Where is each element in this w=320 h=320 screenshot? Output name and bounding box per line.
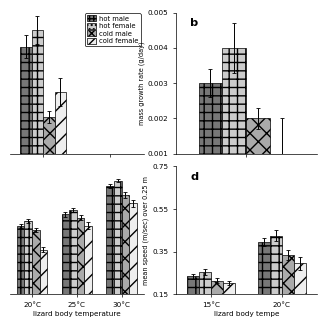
Bar (223, 283, 235, 294)
Bar (106, 186, 114, 294)
Bar (129, 203, 137, 294)
Bar (270, 236, 282, 294)
Bar (20, 47, 32, 154)
Bar (293, 263, 306, 294)
Bar (114, 181, 122, 294)
Bar (84, 226, 92, 294)
Text: b: b (190, 19, 198, 28)
Bar (246, 118, 270, 154)
Text: d: d (190, 172, 198, 181)
Bar (32, 230, 40, 294)
Legend: hot male, hot female, cold male, cold female: hot male, hot female, cold male, cold fe… (85, 13, 140, 46)
Bar (211, 281, 223, 294)
Bar (122, 195, 129, 294)
Bar (24, 221, 32, 294)
Bar (222, 48, 246, 154)
Bar (40, 250, 47, 294)
Y-axis label: mean speed (m/sec) over 0.25 m: mean speed (m/sec) over 0.25 m (143, 176, 149, 285)
Bar (61, 214, 69, 294)
Bar (32, 30, 43, 154)
Y-axis label: mass growth rate (g/day): mass growth rate (g/day) (138, 42, 145, 125)
Bar (258, 242, 270, 294)
Bar (17, 226, 24, 294)
X-axis label: lizard body temperature: lizard body temperature (33, 311, 121, 317)
Bar (77, 218, 84, 294)
Bar (198, 83, 222, 154)
Bar (199, 272, 211, 294)
Bar (69, 210, 77, 294)
Bar (282, 255, 293, 294)
Bar (43, 117, 55, 154)
Bar (55, 92, 66, 154)
X-axis label: lizard body tempe: lizard body tempe (214, 311, 279, 317)
Bar (187, 276, 199, 294)
